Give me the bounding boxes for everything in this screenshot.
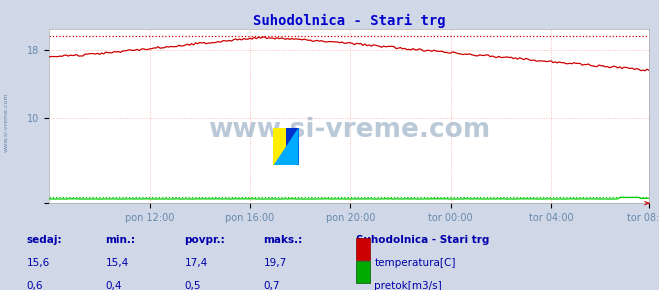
Text: 0,5: 0,5: [185, 281, 201, 290]
Text: pretok[m3/s]: pretok[m3/s]: [374, 281, 442, 290]
Text: 15,4: 15,4: [105, 258, 129, 268]
Text: www.si-vreme.com: www.si-vreme.com: [3, 92, 9, 152]
Text: maks.:: maks.:: [264, 235, 303, 245]
Text: temperatura[C]: temperatura[C]: [374, 258, 456, 268]
Text: 0,7: 0,7: [264, 281, 280, 290]
Text: 0,4: 0,4: [105, 281, 122, 290]
Text: 19,7: 19,7: [264, 258, 287, 268]
Text: povpr.:: povpr.:: [185, 235, 225, 245]
Bar: [286, 128, 299, 165]
Text: www.si-vreme.com: www.si-vreme.com: [208, 117, 490, 143]
Text: Suhodolnica - Stari trg: Suhodolnica - Stari trg: [356, 235, 489, 245]
Text: 17,4: 17,4: [185, 258, 208, 268]
Text: 15,6: 15,6: [26, 258, 49, 268]
Bar: [273, 128, 286, 165]
Text: min.:: min.:: [105, 235, 136, 245]
Polygon shape: [273, 128, 299, 165]
Text: 0,6: 0,6: [26, 281, 43, 290]
Title: Suhodolnica - Stari trg: Suhodolnica - Stari trg: [253, 14, 445, 28]
Text: sedaj:: sedaj:: [26, 235, 62, 245]
